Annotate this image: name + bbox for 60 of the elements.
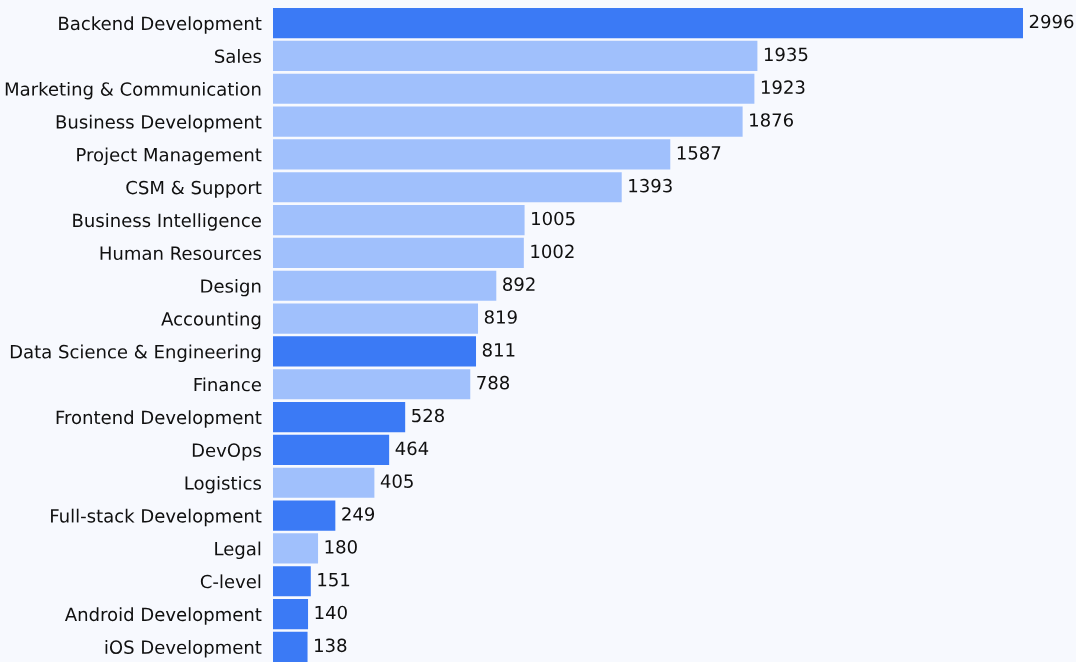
bar <box>273 73 755 104</box>
y-tick-label: Legal <box>215 541 261 560</box>
y-tick-label: Human Resources <box>100 246 262 261</box>
y-tick-label: Project Management <box>77 147 262 166</box>
y-tick-label: Finance <box>194 377 261 392</box>
bar <box>273 566 311 597</box>
data-label: 405 <box>380 474 413 488</box>
data-label: 1876 <box>750 113 793 127</box>
data-label: 892 <box>503 277 535 291</box>
y-tick-label: Logistics <box>185 475 262 494</box>
bar <box>273 106 743 137</box>
y-tick-label: Design <box>201 278 261 297</box>
bar <box>273 303 479 334</box>
data-label: 1923 <box>761 80 805 94</box>
y-tick-label: Accounting <box>161 311 261 330</box>
bar <box>273 270 497 301</box>
bar <box>273 598 309 630</box>
bar <box>273 369 471 400</box>
y-tick-label: Business Intelligence <box>73 213 261 231</box>
bar <box>273 401 406 433</box>
bar <box>273 434 390 466</box>
bar <box>273 8 1023 39</box>
bar <box>273 237 524 269</box>
y-tick-label: Frontend Development <box>56 410 262 428</box>
y-tick-label: Business Development <box>56 114 262 133</box>
data-label: 1002 <box>531 244 574 259</box>
y-tick-label: Full-stack Development <box>51 508 262 527</box>
y-tick-label: iOS Development <box>105 640 262 658</box>
bar <box>273 204 525 236</box>
bar <box>273 139 671 170</box>
bar <box>273 40 758 72</box>
data-label: 528 <box>412 408 444 423</box>
bar <box>273 500 336 531</box>
y-tick-label: Android Development <box>64 607 262 625</box>
y-tick-label: Sales <box>215 49 262 64</box>
bar <box>273 172 622 203</box>
data-label: 819 <box>484 310 517 324</box>
y-tick-label: CSM & Support <box>126 180 262 198</box>
y-tick-label: Data Science & Engineering <box>10 344 261 363</box>
data-label: 1587 <box>677 146 721 160</box>
bar <box>273 631 308 662</box>
y-tick-label: Backend Development <box>59 16 262 34</box>
y-tick-label: C-level <box>200 574 261 589</box>
data-label: 464 <box>395 441 429 456</box>
bar <box>273 336 477 367</box>
data-label: 1935 <box>764 47 808 62</box>
bar <box>273 467 375 498</box>
y-tick-label: DevOps <box>192 443 261 461</box>
data-label: 788 <box>477 375 510 390</box>
data-label: 180 <box>325 539 357 554</box>
data-label: 140 <box>315 605 347 620</box>
data-label: 2996 <box>1029 14 1074 29</box>
data-label: 151 <box>318 573 350 587</box>
data-label: 249 <box>342 507 375 521</box>
data-label: 138 <box>315 638 347 653</box>
data-label: 1393 <box>629 178 672 193</box>
data-label: 811 <box>482 343 515 357</box>
bar <box>273 533 319 564</box>
data-label: 1005 <box>532 211 575 226</box>
y-tick-label: Marketing & Communication <box>5 81 261 100</box>
